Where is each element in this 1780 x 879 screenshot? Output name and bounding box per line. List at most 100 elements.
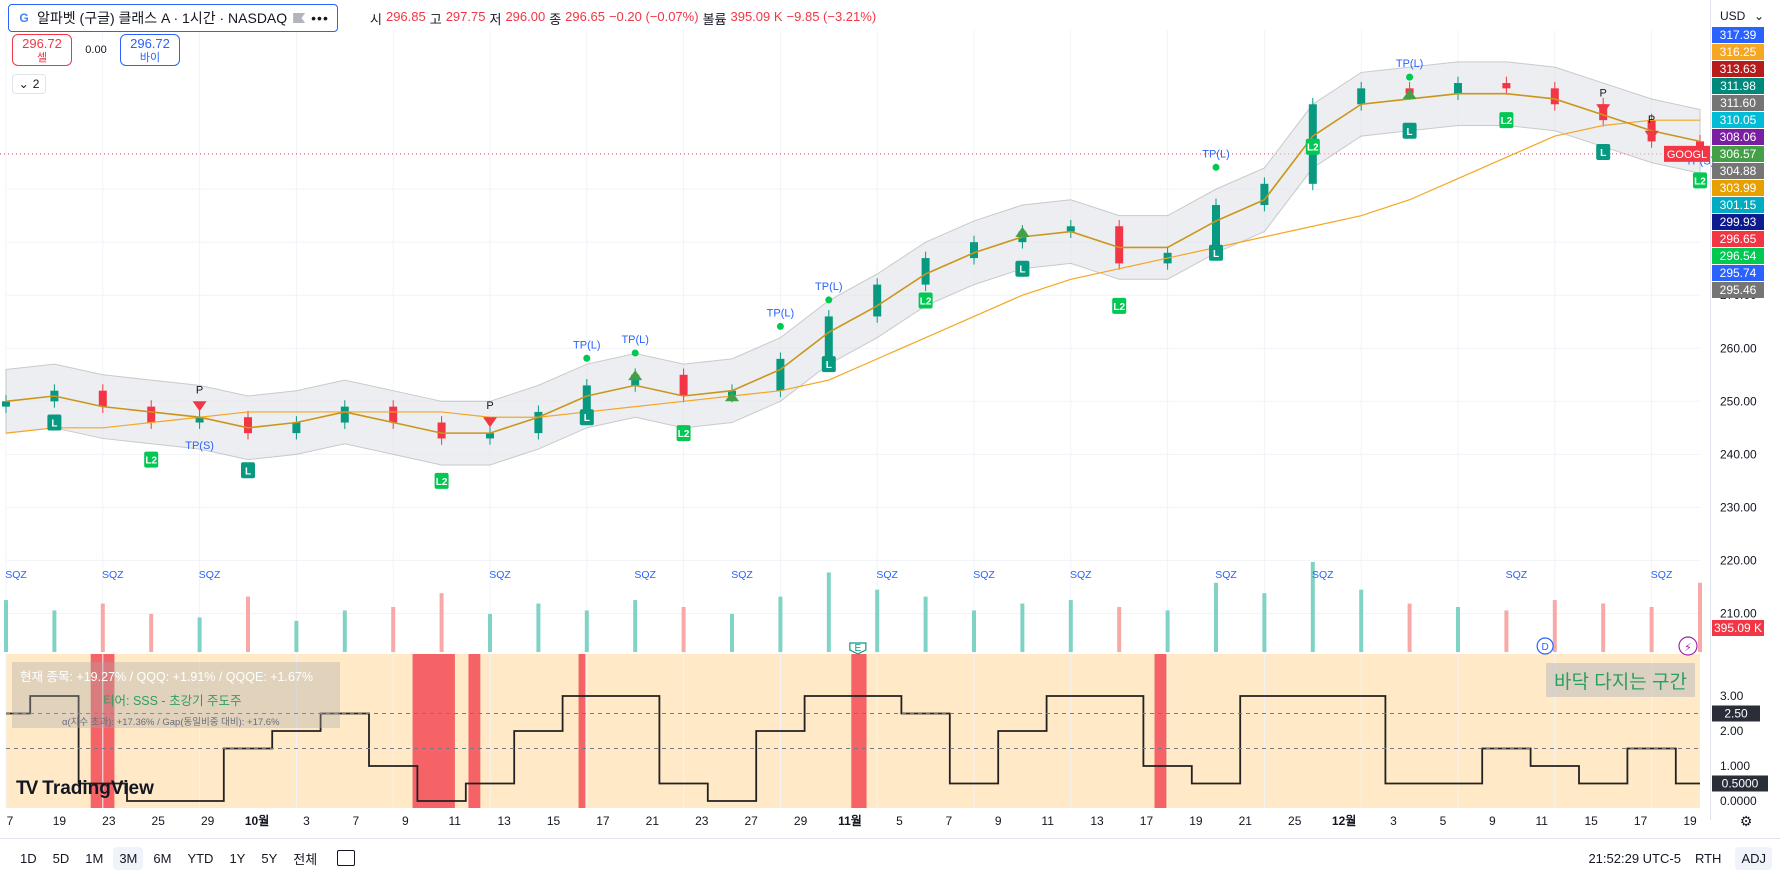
- sqz-label-8: SQZ: [1070, 569, 1092, 581]
- time-tick-33: 17: [1634, 814, 1648, 828]
- time-tick-6: 3: [303, 814, 310, 828]
- long-tag-10: L: [1213, 249, 1219, 260]
- time-tick-13: 21: [646, 814, 660, 828]
- volume-bar-9: [439, 593, 444, 652]
- price-label-box-13: [1712, 248, 1764, 264]
- volume-bar-18: [875, 589, 880, 652]
- tp-label-4: TP(L): [1202, 148, 1230, 160]
- candle-body-26: [1260, 183, 1269, 206]
- time-tick-3: 25: [152, 814, 166, 828]
- timeframe-전체[interactable]: 전체: [293, 851, 318, 867]
- long-tag-box-5: [676, 425, 691, 442]
- time-tick-4: 29: [201, 814, 215, 828]
- indicator-line: [6, 695, 1700, 802]
- tp-short-label-0: TP(S): [185, 440, 214, 452]
- long-tag-11: L2: [1307, 143, 1319, 154]
- brand-name: TradingView: [42, 778, 154, 799]
- indicator-tag-lower-box: [1712, 775, 1768, 792]
- buy-triangle-3: [1402, 88, 1417, 99]
- price-tick-8: 210.00: [1720, 606, 1757, 620]
- time-tick-1: 19: [53, 814, 67, 828]
- price-label-4: 311.60: [1720, 96, 1756, 110]
- sqz-label-10: SQZ: [1312, 569, 1334, 581]
- volume-bar-11: [536, 603, 541, 652]
- timeframe-1M[interactable]: 1M: [85, 850, 104, 866]
- price-label-box-7: [1712, 146, 1764, 162]
- ohlc-legend: 시 296.85 고 297.75 저 296.00 종 296.65 −0.20 (−…: [370, 9, 876, 28]
- timeframe-YTD[interactable]: YTD: [187, 850, 214, 866]
- time-tick-12: 17: [596, 814, 610, 828]
- volume-bar-29: [1407, 603, 1412, 652]
- price-chart-svg[interactable]: L L2 L L2 L L2 L L2 L L2 L L2 L L2 L L2 TP(L) TP(L) TP(L) T…: [0, 0, 1780, 840]
- price-label-box-11: [1712, 214, 1764, 230]
- chevron-down-icon: ⌄: [1753, 9, 1764, 23]
- candle-body-18: [873, 284, 882, 317]
- price-label-9: 303.99: [1720, 181, 1757, 195]
- price-label-7: 306.57: [1720, 147, 1757, 161]
- candle-body-2: [98, 390, 107, 407]
- volume-bar-7: [342, 610, 347, 652]
- volume-bar-28: [1359, 589, 1364, 652]
- calendar-icon[interactable]: [337, 850, 356, 866]
- time-tick-20: 9: [995, 814, 1002, 828]
- price-label-11: 299.93: [1720, 215, 1757, 229]
- volume-bar-24: [1165, 610, 1170, 652]
- price-label-14: 295.74: [1720, 266, 1757, 280]
- session-button[interactable]: RTH: [1694, 850, 1722, 866]
- bottom-right-controls: 21:52:29 UTC-5 RTH ADJ: [1588, 839, 1772, 877]
- more-dots-icon[interactable]: •••: [311, 10, 329, 26]
- candle-body-19: [921, 258, 930, 285]
- timeframe-1Y[interactable]: 1Y: [229, 850, 246, 866]
- candle-body-7: [340, 406, 349, 423]
- currency-select[interactable]: USD ⌄: [1712, 4, 1772, 28]
- tradingview-logo[interactable]: TV TradingView: [16, 778, 154, 800]
- indicator-tag-lower: 0.5000: [1722, 777, 1759, 791]
- timeframe-1D[interactable]: 1D: [20, 850, 37, 866]
- volume-bar-4: [197, 617, 202, 652]
- sell-label: 셀: [36, 52, 48, 64]
- adj-button[interactable]: ADJ: [1735, 846, 1772, 870]
- clock[interactable]: 21:52:29 UTC-5: [1588, 850, 1681, 866]
- tp-dot-4: [1212, 163, 1220, 171]
- flag-icon[interactable]: [293, 13, 306, 23]
- sqz-label-5: SQZ: [731, 569, 753, 581]
- long-tag-2: L: [245, 466, 251, 477]
- volume-bar-23: [1117, 607, 1122, 652]
- long-tag-3: L2: [436, 477, 448, 488]
- long-tag-box-3: [434, 472, 449, 489]
- volume-bar-25: [1214, 582, 1218, 652]
- timeframe-5Y[interactable]: 5Y: [261, 850, 278, 866]
- volume-bar-32: [1552, 600, 1557, 652]
- timeframe-3M[interactable]: 3M: [113, 846, 144, 870]
- time-tick-24: 19: [1189, 814, 1203, 828]
- sell-button[interactable]: 296.72 셀: [12, 34, 72, 66]
- time-tick-7: 7: [353, 814, 360, 828]
- short-triangle-0: [192, 401, 207, 412]
- chart-area[interactable]: L L2 L L2 L L2 L L2 L L2 L L2 L L2 L L2 TP(L) TP(L) TP(L) T…: [0, 0, 1768, 829]
- timeframe-6M[interactable]: 6M: [153, 850, 172, 866]
- collapse-indicators-button[interactable]: ⌄ 2: [12, 74, 46, 94]
- candle-body-25: [1212, 205, 1220, 253]
- buy-button[interactable]: 296.72 바이: [120, 34, 180, 66]
- time-tick-10: 13: [497, 814, 511, 828]
- indicator-tag-upper: 2.50: [1724, 707, 1748, 721]
- price-label-box-14: [1712, 265, 1764, 281]
- timeframe-5D[interactable]: 5D: [52, 850, 70, 866]
- candle-body-23: [1115, 226, 1124, 264]
- volume-bar-2: [100, 603, 105, 652]
- price-label-box-8: [1712, 163, 1764, 179]
- change-value: −0.20 (−0.07%): [608, 9, 699, 24]
- open-label: 시: [370, 12, 382, 27]
- volume-bar-20: [972, 610, 976, 652]
- time-tick-29: 5: [1440, 814, 1447, 828]
- volume-bar-19: [923, 596, 928, 652]
- long-tag-9: L2: [1113, 302, 1125, 313]
- time-tick-9: 11: [448, 814, 461, 828]
- timeframe-buttons: 1D 5D 1M 3M 6M YTD 1Y 5Y 전체: [10, 845, 323, 872]
- gear-icon[interactable]: ⚙: [1740, 813, 1753, 829]
- long-tag-box-7: [918, 292, 933, 309]
- chevron-down-icon: ⌄: [18, 77, 29, 91]
- symbol-search-box[interactable]: G 알파벳 (구글) 클래스 A · 1시간 · NASDAQ •••: [8, 4, 338, 32]
- volume-label: 볼륨: [702, 12, 727, 27]
- long-tag-box-6: [821, 356, 836, 373]
